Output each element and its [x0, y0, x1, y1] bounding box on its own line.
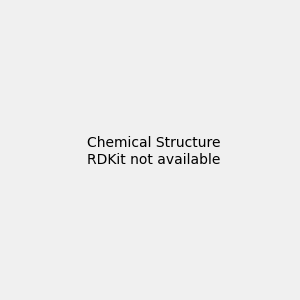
- Text: Chemical Structure
RDKit not available: Chemical Structure RDKit not available: [87, 136, 220, 166]
